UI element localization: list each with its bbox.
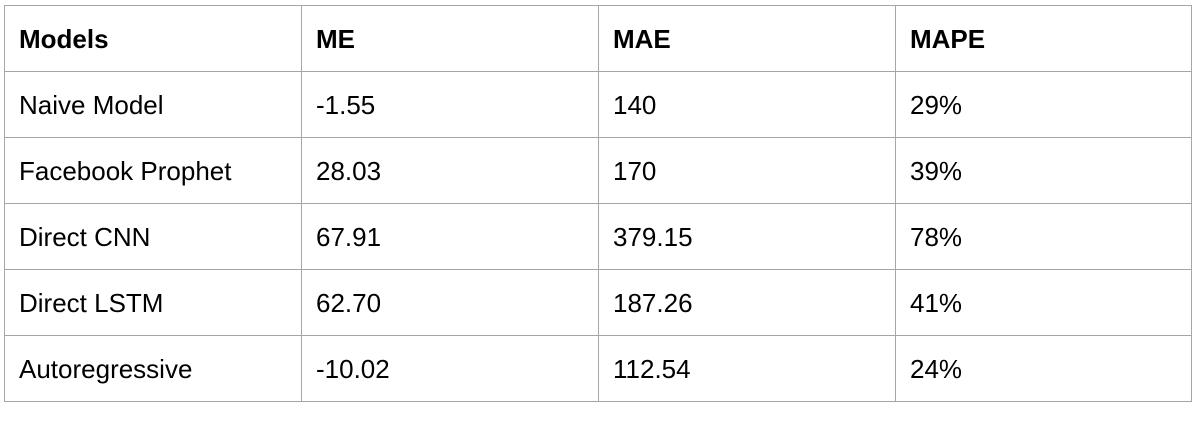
model-name-cell: Direct LSTM (4, 269, 302, 336)
mape-cell: 78% (895, 203, 1192, 270)
table-header-row: Models ME MAE MAPE (4, 5, 1192, 72)
mape-cell: 41% (895, 269, 1192, 336)
table-row: Autoregressive -10.02 112.54 24% (4, 335, 1192, 402)
metrics-table: Models ME MAE MAPE Naive Model -1.55 140… (4, 5, 1192, 402)
mae-cell: 379.15 (598, 203, 896, 270)
table-row: Direct CNN 67.91 379.15 78% (4, 203, 1192, 270)
mae-cell: 140 (598, 71, 896, 138)
me-cell: -10.02 (301, 335, 599, 402)
model-name-cell: Autoregressive (4, 335, 302, 402)
header-me: ME (301, 5, 599, 72)
header-mape: MAPE (895, 5, 1192, 72)
mape-cell: 24% (895, 335, 1192, 402)
mape-cell: 39% (895, 137, 1192, 204)
mae-cell: 112.54 (598, 335, 896, 402)
me-cell: 28.03 (301, 137, 599, 204)
mae-cell: 170 (598, 137, 896, 204)
me-cell: -1.55 (301, 71, 599, 138)
mae-cell: 187.26 (598, 269, 896, 336)
model-name-cell: Direct CNN (4, 203, 302, 270)
model-name-cell: Naive Model (4, 71, 302, 138)
table-row: Direct LSTM 62.70 187.26 41% (4, 269, 1192, 336)
me-cell: 67.91 (301, 203, 599, 270)
header-models: Models (4, 5, 302, 72)
mape-cell: 29% (895, 71, 1192, 138)
header-mae: MAE (598, 5, 896, 72)
table-row: Naive Model -1.55 140 29% (4, 71, 1192, 138)
table-row: Facebook Prophet 28.03 170 39% (4, 137, 1192, 204)
model-name-cell: Facebook Prophet (4, 137, 302, 204)
me-cell: 62.70 (301, 269, 599, 336)
